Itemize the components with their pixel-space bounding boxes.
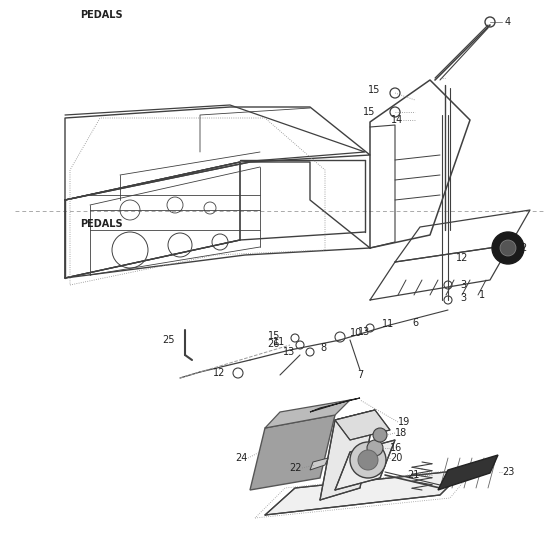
Circle shape [500, 240, 516, 256]
Circle shape [492, 232, 524, 264]
Text: PEDALS: PEDALS [80, 10, 123, 20]
Text: 3: 3 [460, 293, 466, 303]
Text: 18: 18 [395, 428, 407, 438]
Text: 1: 1 [479, 290, 485, 300]
Text: 3: 3 [460, 280, 466, 290]
Polygon shape [265, 400, 350, 428]
Polygon shape [438, 455, 498, 490]
Text: 12: 12 [213, 368, 225, 378]
Text: 4: 4 [505, 17, 511, 27]
Text: 13: 13 [358, 327, 370, 337]
Circle shape [373, 428, 387, 442]
Text: 6: 6 [412, 318, 418, 328]
Text: 26: 26 [268, 339, 280, 349]
Text: 11: 11 [273, 337, 285, 347]
Text: 25: 25 [162, 335, 175, 345]
Polygon shape [320, 410, 375, 500]
Text: 11: 11 [382, 319, 394, 329]
Text: 14: 14 [391, 115, 403, 125]
Circle shape [358, 450, 378, 470]
Text: 24: 24 [236, 453, 248, 463]
Polygon shape [310, 398, 360, 412]
Text: 15: 15 [367, 85, 380, 95]
Text: 17: 17 [355, 460, 367, 470]
Polygon shape [335, 440, 395, 490]
Text: 21: 21 [408, 470, 420, 480]
Text: 7: 7 [357, 370, 363, 380]
Text: 12: 12 [456, 253, 468, 263]
Text: 20: 20 [390, 453, 403, 463]
Circle shape [350, 442, 386, 478]
Circle shape [367, 440, 383, 456]
Text: 23: 23 [502, 467, 515, 477]
Text: 19: 19 [398, 417, 410, 427]
Text: 10: 10 [350, 328, 362, 338]
Text: 16: 16 [390, 443, 402, 453]
Text: 8: 8 [320, 343, 326, 353]
Polygon shape [335, 410, 390, 440]
Polygon shape [310, 458, 328, 470]
Text: PEDALS: PEDALS [80, 219, 123, 229]
Text: 22: 22 [290, 463, 302, 473]
Text: 13: 13 [283, 347, 295, 357]
Text: 15: 15 [268, 331, 280, 341]
Text: 2: 2 [520, 243, 526, 253]
Polygon shape [265, 470, 465, 515]
Text: 15: 15 [363, 107, 375, 117]
Polygon shape [250, 415, 335, 490]
